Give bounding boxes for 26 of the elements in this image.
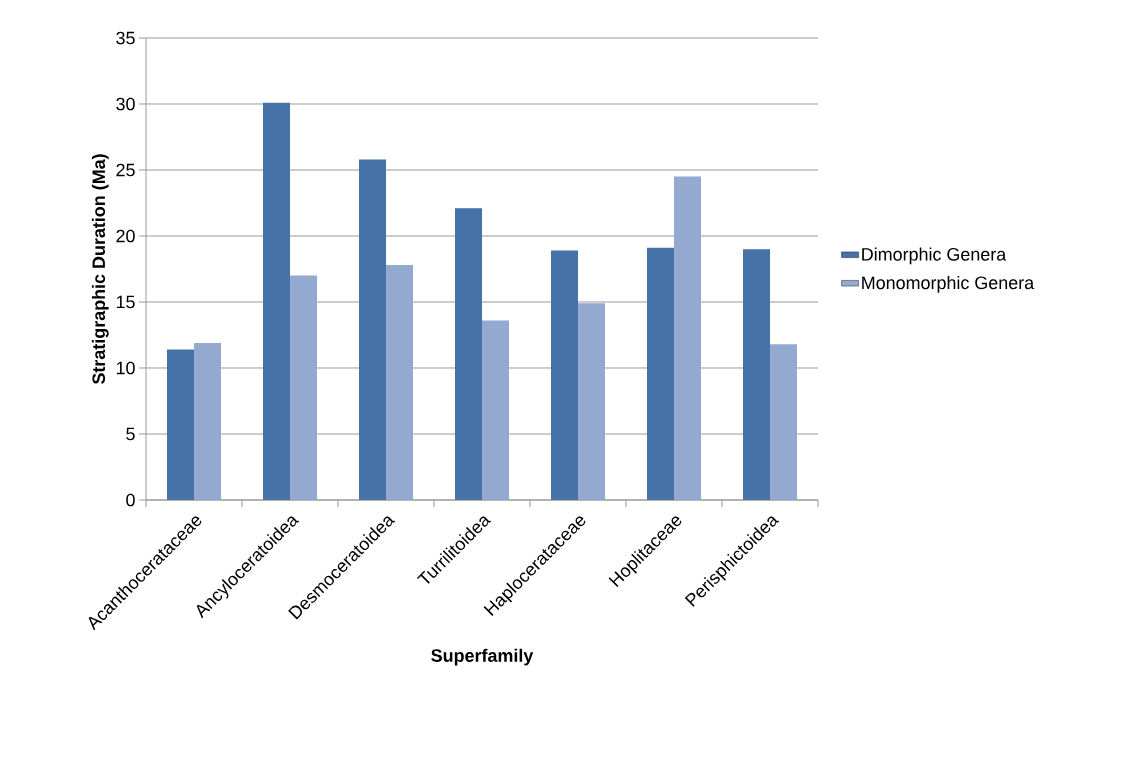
y-tick-label: 10 [116, 361, 135, 375]
bar [674, 176, 701, 500]
bar [386, 265, 414, 500]
y-tick-label: 35 [116, 31, 135, 45]
y-tick-label: 5 [126, 427, 135, 441]
bar [551, 250, 578, 500]
bar [743, 249, 770, 500]
y-tick-label: 15 [116, 295, 135, 309]
bar [167, 349, 195, 500]
bar [578, 303, 605, 500]
y-tick-label: 20 [116, 229, 135, 243]
bar [290, 275, 318, 500]
bar [647, 247, 674, 500]
bar [359, 159, 387, 500]
y-tick-label: 30 [116, 97, 135, 111]
legend-label: Monomorphic Genera [862, 275, 1035, 293]
legend-label: Dimorphic Genera [862, 247, 1007, 265]
y-tick-label: 0 [126, 493, 135, 507]
bar [455, 208, 483, 500]
bar [482, 320, 510, 500]
y-tick-label: 25 [116, 163, 135, 177]
bar [770, 344, 797, 500]
y-axis-title: Stratigraphic Duration (Ma) [91, 154, 109, 385]
x-axis-title: Superfamily [431, 648, 534, 666]
bar [194, 342, 222, 500]
bar [263, 102, 291, 500]
